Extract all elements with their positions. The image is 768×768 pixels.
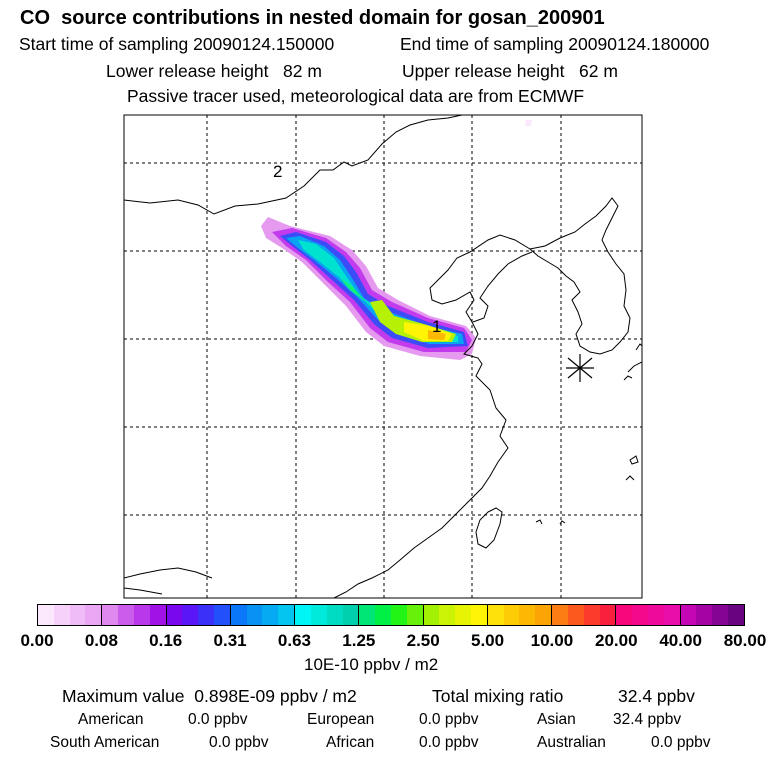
source-name-australian: Australian [537, 734, 606, 751]
colorbar-swatch [680, 605, 697, 625]
colorbar-swatch [552, 605, 568, 625]
colorbar-swatch [213, 605, 230, 625]
release-marker-1: 1 [432, 317, 442, 336]
source-value-asian: 32.4 ppbv [613, 711, 682, 728]
colorbar-tick-label: 0.63 [277, 631, 311, 650]
colorbar-swatch [567, 605, 584, 625]
map-frame [123, 114, 643, 599]
colorbar-swatch [278, 605, 295, 625]
source-name-european: European [307, 711, 375, 728]
colorbar-segment [615, 605, 680, 625]
max-value-label: Maximum value 0.898E-09 ppbv / m2 [62, 686, 357, 706]
receptor-star-icon [566, 354, 594, 382]
colorbar-swatch [535, 605, 552, 625]
colorbar-swatch [471, 605, 487, 625]
colorbar-swatch [295, 605, 311, 625]
colorbar-swatch [390, 605, 407, 625]
colorbar-swatch [53, 605, 70, 625]
colorbar-swatch [182, 605, 199, 625]
colorbar-swatch [487, 605, 504, 625]
colorbar-segment [422, 605, 487, 625]
source-value-european: 0.0 ppbv [419, 711, 479, 728]
lower-release-height: Lower release height 82 m [106, 61, 322, 81]
colorbar-swatch [198, 605, 214, 625]
colorbar-units: 10E-10 ppbv / m2 [304, 655, 439, 674]
release-marker-2: 2 [273, 162, 283, 181]
colorbar-swatch [583, 605, 600, 625]
colorbar-segment [101, 605, 166, 625]
colorbar-segment [38, 605, 102, 625]
source-value-american: 0.0 ppbv [188, 711, 248, 728]
colorbar-tick-label: 20.00 [594, 631, 638, 650]
colorbar-swatch [648, 605, 664, 625]
start-time-label: Start time of sampling 20090124.150000 [19, 34, 335, 54]
colorbar-tick-label: 0.00 [20, 631, 54, 650]
colorbar-segment [486, 605, 552, 625]
colorbar-swatch [406, 605, 423, 625]
colorbar-tick-label: 40.00 [659, 631, 702, 650]
source-name-south-american: South American [50, 734, 160, 751]
colorbar-tick-label: 5.00 [470, 631, 505, 650]
colorbar-swatch [118, 605, 134, 625]
source-value-south-american: 0.0 ppbv [209, 734, 269, 751]
colorbar-swatch [439, 605, 456, 625]
colorbar-swatch [503, 605, 520, 625]
colorbar-swatch [375, 605, 391, 625]
colorbar-swatch [696, 605, 713, 625]
source-name-asian: Asian [537, 711, 576, 728]
upper-release-height: Upper release height 62 m [402, 61, 618, 81]
colorbar-swatch [423, 605, 440, 625]
coastlines [124, 115, 642, 598]
colorbar-swatch [310, 605, 327, 625]
colorbar-swatch [728, 605, 744, 625]
colorbar-swatch [246, 605, 263, 625]
colorbar-tick-label: 0.08 [84, 631, 118, 650]
lat-lon-grid [124, 115, 642, 598]
total-mixing-value: 32.4 ppbv [618, 686, 695, 706]
colorbar [37, 604, 745, 626]
source-name-african: African [326, 734, 375, 751]
colorbar-swatch [519, 605, 536, 625]
colorbar-swatch [85, 605, 102, 625]
colorbar-swatch [149, 605, 166, 625]
colorbar-swatch [166, 605, 183, 625]
plot-title: CO source contributions in nested domain… [20, 7, 605, 29]
colorbar-segment [358, 605, 423, 625]
colorbar-tick-label: 0.31 [213, 631, 247, 650]
colorbar-tick-label: 10.00 [530, 631, 574, 650]
colorbar-segment [551, 605, 616, 625]
plume-field [261, 120, 532, 360]
colorbar-swatch [230, 605, 247, 625]
total-mixing-label: Total mixing ratio [432, 686, 564, 706]
colorbar-swatch [342, 605, 359, 625]
colorbar-swatch [38, 605, 54, 625]
colorbar-swatch [616, 605, 633, 625]
colorbar-segment [229, 605, 295, 625]
colorbar-tick-label: 1.25 [342, 631, 376, 650]
colorbar-tick-label: 0.16 [149, 631, 183, 650]
colorbar-swatch [102, 605, 119, 625]
colorbar-swatch [359, 605, 376, 625]
end-time-label: End time of sampling 20090124.180000 [400, 34, 710, 54]
colorbar-tick-label: 80.00 [723, 631, 767, 650]
colorbar-swatch [133, 605, 150, 625]
colorbar-swatch [599, 605, 616, 625]
colorbar-segment [679, 605, 744, 625]
colorbar-swatch [326, 605, 343, 625]
colorbar-swatch [632, 605, 649, 625]
tracer-note: Passive tracer used, meteorological data… [127, 86, 585, 106]
colorbar-segment [294, 605, 359, 625]
colorbar-swatch [69, 605, 86, 625]
colorbar-swatch [455, 605, 472, 625]
source-name-american: American [78, 711, 144, 728]
colorbar-tick-label: 2.50 [406, 631, 440, 650]
colorbar-swatch [663, 605, 680, 625]
colorbar-swatch [712, 605, 729, 625]
source-value-african: 0.0 ppbv [419, 734, 479, 751]
source-value-australian: 0.0 ppbv [651, 734, 711, 751]
colorbar-segment [165, 605, 230, 625]
colorbar-swatch [262, 605, 279, 625]
